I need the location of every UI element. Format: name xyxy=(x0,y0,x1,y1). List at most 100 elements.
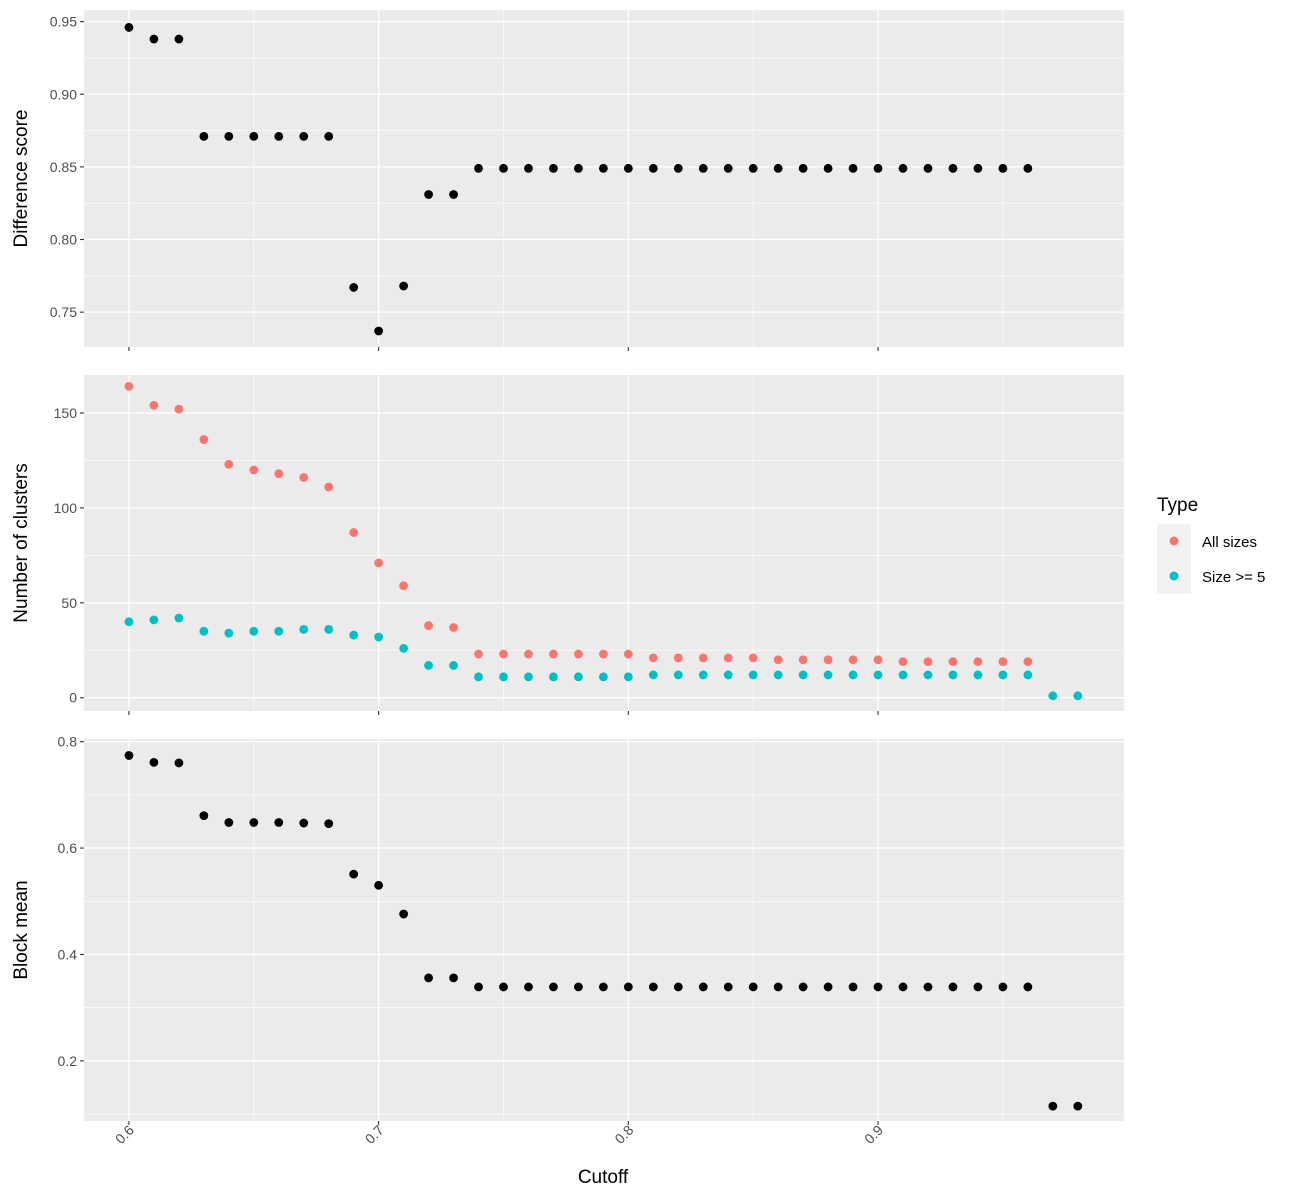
data-point xyxy=(249,131,259,141)
data-point xyxy=(823,982,833,992)
y-tick-label-0-2: 0.2 xyxy=(58,1053,78,1069)
data-point xyxy=(449,190,458,199)
data-point xyxy=(399,909,409,919)
data-point xyxy=(673,670,683,680)
data-point xyxy=(1023,670,1033,680)
data-point xyxy=(748,653,758,663)
data-point xyxy=(998,982,1008,992)
series-1-1 xyxy=(124,23,1033,336)
data-point xyxy=(124,751,134,760)
data-point xyxy=(249,465,259,475)
data-point xyxy=(698,163,708,173)
data-point xyxy=(673,982,683,992)
data-point xyxy=(623,982,633,992)
data-point xyxy=(324,624,334,634)
data-point xyxy=(424,973,433,983)
x-tick-label-0-8: 0.8 xyxy=(611,1122,636,1147)
data-point xyxy=(748,670,758,680)
data-point xyxy=(549,649,558,659)
data-point xyxy=(798,982,808,992)
data-point xyxy=(449,973,458,983)
legend-key-background xyxy=(1157,524,1191,594)
y-tick-label-0-6: 0.6 xyxy=(58,840,78,856)
data-point xyxy=(249,818,259,827)
data-point xyxy=(698,670,708,680)
y-tick-label-100: 100 xyxy=(54,500,78,516)
data-point xyxy=(324,482,334,492)
data-point xyxy=(549,163,558,173)
data-point xyxy=(598,672,608,682)
legend-label-size-5: Size >= 5 xyxy=(1202,569,1265,586)
data-point xyxy=(1073,691,1083,701)
data-point xyxy=(623,163,633,173)
legend-key-size-5 xyxy=(1169,571,1179,581)
data-point xyxy=(499,163,508,173)
data-point xyxy=(149,615,159,625)
data-point xyxy=(549,672,558,682)
y-tick-label-0-95: 0.95 xyxy=(50,14,77,30)
data-point xyxy=(224,459,234,469)
y-tick-label-0-4: 0.4 xyxy=(58,946,78,962)
data-point xyxy=(623,672,633,682)
data-point xyxy=(524,982,533,992)
data-point xyxy=(973,163,983,173)
data-point xyxy=(449,661,458,670)
x-axis: 0.6 0.7 0.8 0.9 xyxy=(112,1122,886,1147)
x-axis-title: Cutoff xyxy=(578,1167,629,1188)
data-point xyxy=(848,670,858,680)
data-point xyxy=(798,670,808,680)
data-point xyxy=(349,283,359,292)
data-point xyxy=(374,558,384,568)
data-point xyxy=(524,163,533,173)
data-point xyxy=(524,672,533,682)
data-point xyxy=(199,131,209,141)
data-point xyxy=(673,653,683,663)
data-point xyxy=(648,670,658,680)
data-point xyxy=(648,163,658,173)
data-point xyxy=(199,435,209,444)
data-point xyxy=(299,131,309,141)
data-point xyxy=(998,657,1008,667)
data-point xyxy=(1023,163,1033,173)
data-point xyxy=(848,655,858,665)
data-point xyxy=(224,628,234,638)
y-tick-label-0-9: 0.90 xyxy=(50,86,77,102)
data-point xyxy=(873,982,883,992)
data-point xyxy=(574,672,583,682)
data-point xyxy=(923,657,933,667)
data-point xyxy=(499,982,508,992)
x-tick-label-0-9: 0.9 xyxy=(861,1122,886,1147)
data-point xyxy=(124,617,134,627)
data-point xyxy=(998,670,1008,680)
data-point xyxy=(973,657,983,667)
series-2-1 xyxy=(124,381,1033,667)
data-point xyxy=(648,982,658,992)
data-point xyxy=(723,163,733,173)
y-tick-label-0-85: 0.85 xyxy=(50,159,77,175)
legend-title: Type xyxy=(1157,495,1198,516)
data-point xyxy=(773,163,783,173)
data-point xyxy=(474,649,483,659)
data-point xyxy=(124,381,134,391)
data-point xyxy=(299,818,309,828)
data-point xyxy=(823,163,833,173)
data-point xyxy=(948,982,958,992)
data-point xyxy=(174,613,184,623)
data-point xyxy=(923,163,933,173)
y-tick-label-0-8: 0.80 xyxy=(50,232,77,248)
panel-1: 0.75 0.80 0.85 0.90 0.95 Difference score xyxy=(11,10,1124,351)
data-point xyxy=(349,869,359,879)
y-axis-title-panel-3: Block mean xyxy=(11,880,32,979)
data-point xyxy=(374,632,384,642)
data-point xyxy=(798,655,808,665)
data-point xyxy=(998,163,1008,173)
data-point xyxy=(299,624,309,634)
data-point xyxy=(274,818,284,827)
data-point xyxy=(424,621,433,630)
data-point xyxy=(474,163,483,173)
data-point xyxy=(948,670,958,680)
data-point xyxy=(574,649,583,659)
data-point xyxy=(149,758,159,767)
y-tick-label-50: 50 xyxy=(61,595,77,611)
data-point xyxy=(698,653,708,663)
